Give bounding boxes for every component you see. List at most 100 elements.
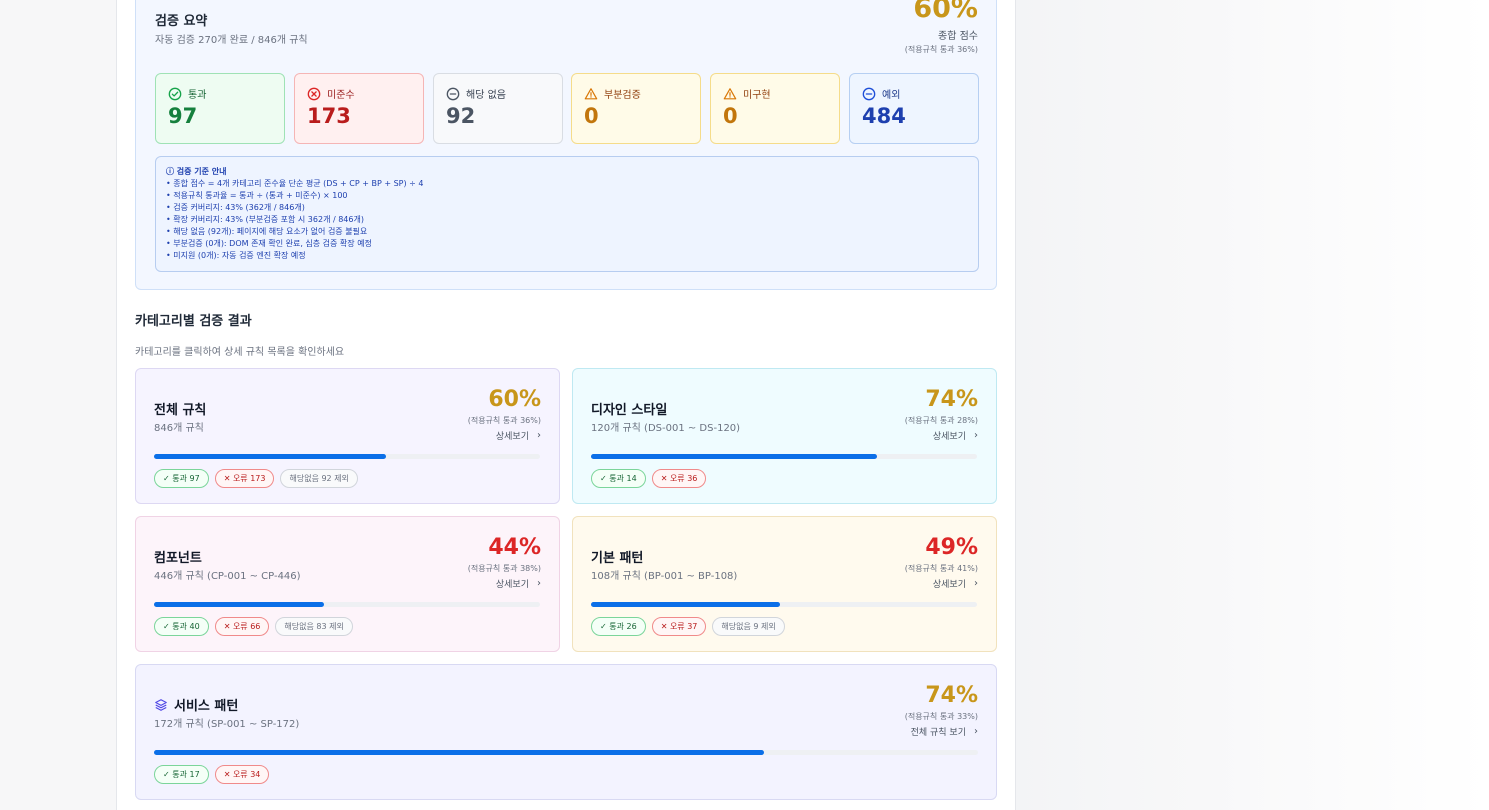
card-title: 서비스 패턴 [174,699,239,714]
card-title: 컴포넌트 [154,551,202,566]
progress-track [154,602,540,607]
stat-fail: 미준수 173 [294,73,424,144]
progress-track [591,454,977,459]
fail-chip: ✕ 오류 36 [651,469,707,488]
card-score: 60% (적용규칙 통과 36%) 상세보기 › [468,387,541,442]
stat-fail-label: 미준수 [327,90,355,101]
card-rate: (적용규칙 통과 28%) [904,416,978,425]
summary-title: 검증 요약 [155,14,208,29]
guide-line: • 부분검증 (0개): DOM 존재 확인 완료, 심층 검증 확장 예정 [166,239,372,248]
category-card-all[interactable]: 전체 규칙 846개 규칙 60% (적용규칙 통과 36%) 상세보기 › ✓ … [135,368,560,504]
card-subtitle: 172개 규칙 (SP-001 ~ SP-172) [154,719,300,730]
stat-except-label: 예외 [882,90,901,101]
chip-row: ✓ 통과 97 ✕ 오류 173 해당없음 92 제외 [154,469,358,488]
stat-unimpl-label: 미구현 [743,90,771,101]
stat-na-value: 92 [446,104,476,128]
progress-track [591,602,977,607]
view-all-rules-link[interactable]: 전체 규칙 보기 › [905,725,978,738]
pass-chip: ✓ 통과 40 [154,617,209,636]
category-card-design-style[interactable]: 디자인 스타일 120개 규칙 (DS-001 ~ DS-120) 74% (적… [572,368,997,504]
overall-score-rate: (적용규칙 통과 36%) [904,45,978,54]
card-title-row: 서비스 패턴 [154,695,238,714]
chevron-right-icon: › [974,726,978,737]
minus-circle-icon [862,87,876,100]
card-title: 전체 규칙 [154,403,207,418]
verification-summary: 검증 요약 자동 검증 270개 완료 / 846개 규칙 60% 종합 점수 … [135,0,997,290]
card-title: 디자인 스타일 [591,403,668,418]
chip-row: ✓ 통과 14 ✕ 오류 36 [591,469,707,488]
card-percent: 44% [488,535,541,560]
detail-link[interactable]: 상세보기 › [468,577,541,590]
overall-score: 60% 종합 점수 (적용규칙 통과 36%) [905,0,978,55]
fail-chip: ✕ 오류 37 [651,617,707,636]
stat-pass-label: 통과 [188,90,207,101]
card-rate: (적용규칙 통과 33%) [904,712,978,721]
stat-partial: 부분검증 0 [571,73,701,144]
progress-track [154,750,978,755]
progress-fill [154,602,324,607]
warning-triangle-icon [584,87,598,99]
overall-score-value: 60% [913,0,978,24]
na-chip: 해당없음 92 제외 [280,469,358,488]
category-card-component[interactable]: 컴포넌트 446개 규칙 (CP-001 ~ CP-446) 44% (적용규칙… [135,516,560,652]
progress-fill [591,602,781,607]
progress-fill [154,454,386,459]
detail-link[interactable]: 상세보기 › [468,429,541,442]
card-rate: (적용규칙 통과 36%) [467,416,541,425]
guide-line: • 해당 없음 (92개): 페이지에 해당 요소가 없어 검증 불필요 [166,227,368,236]
card-score: 74% (적용규칙 통과 28%) 상세보기 › [905,387,978,442]
chevron-right-icon: › [537,430,541,441]
stat-not-applicable: 해당 없음 92 [433,73,563,144]
card-rate: (적용규칙 통과 38%) [467,564,541,573]
detail-link[interactable]: 상세보기 › [905,429,978,442]
detail-link-label: 상세보기 [932,432,966,442]
criteria-guide: ⓘ 검증 기준 안내 • 종합 점수 = 4개 카테고리 준수율 단순 평균 (… [155,156,979,272]
card-score: 44% (적용규칙 통과 38%) 상세보기 › [468,535,541,590]
chip-row: ✓ 통과 40 ✕ 오류 66 해당없음 83 제외 [154,617,353,636]
card-percent: 74% [925,683,978,708]
category-card-service-pattern[interactable]: 서비스 패턴 172개 규칙 (SP-001 ~ SP-172) 74% (적용… [135,664,997,800]
stat-except-value: 484 [862,104,906,128]
pass-chip: ✓ 통과 97 [154,469,209,488]
category-card-basic-pattern[interactable]: 기본 패턴 108개 규칙 (BP-001 ~ BP-108) 49% (적용규… [572,516,997,652]
card-rate: (적용규칙 통과 41%) [904,564,978,573]
card-title: 기본 패턴 [591,551,644,566]
guide-line: • 확장 커버리지: 43% (부분검증 포함 시 362개 / 846개) [166,215,364,224]
card-score: 49% (적용규칙 통과 41%) 상세보기 › [905,535,978,590]
summary-subtitle: 자동 검증 270개 완료 / 846개 규칙 [155,35,308,46]
detail-link-label: 상세보기 [932,580,966,590]
chip-row: ✓ 통과 17 ✕ 오류 34 [154,765,270,784]
card-subtitle: 108개 규칙 (BP-001 ~ BP-108) [591,571,738,582]
card-subtitle: 846개 규칙 [154,423,204,434]
pass-chip: ✓ 통과 14 [591,469,646,488]
stat-pass-value: 97 [168,104,198,128]
chevron-right-icon: › [974,578,978,589]
stat-unimpl-value: 0 [723,104,738,128]
pass-chip: ✓ 통과 17 [154,765,209,784]
pass-chip: ✓ 통과 26 [591,617,646,636]
fail-chip: ✕ 오류 66 [214,617,270,636]
detail-link-label: 상세보기 [495,580,529,590]
card-percent: 49% [925,535,978,560]
guide-line: • 적용규칙 통과율 = 통과 ÷ (통과 + 미준수) × 100 [166,191,348,200]
check-circle-icon [168,87,182,100]
stat-unimplemented: 미구현 0 [710,73,840,144]
guide-line: • 미지원 (0개): 자동 검증 엔진 확장 예정 [166,251,306,260]
detail-link[interactable]: 상세보기 › [905,577,978,590]
guide-line: • 검증 커버리지: 43% (362개 / 846개) [166,203,305,212]
card-percent: 74% [925,387,978,412]
layers-icon [155,698,167,711]
minus-circle-icon [446,87,460,100]
fail-chip: ✕ 오류 173 [214,469,275,488]
content-panel: 검증 요약 자동 검증 270개 완료 / 846개 규칙 60% 종합 점수 … [116,0,1016,810]
chevron-right-icon: › [537,578,541,589]
na-chip: 해당없음 83 제외 [275,617,353,636]
fail-chip: ✕ 오류 34 [214,765,270,784]
stat-na-label: 해당 없음 [466,90,506,101]
warning-triangle-icon [723,87,737,99]
card-subtitle: 120개 규칙 (DS-001 ~ DS-120) [591,423,741,434]
stat-partial-value: 0 [584,104,599,128]
guide-line: • 종합 점수 = 4개 카테고리 준수율 단순 평균 (DS + CP + B… [166,179,424,188]
background-fade [1016,0,1489,810]
view-all-rules-label: 전체 규칙 보기 [910,728,966,738]
